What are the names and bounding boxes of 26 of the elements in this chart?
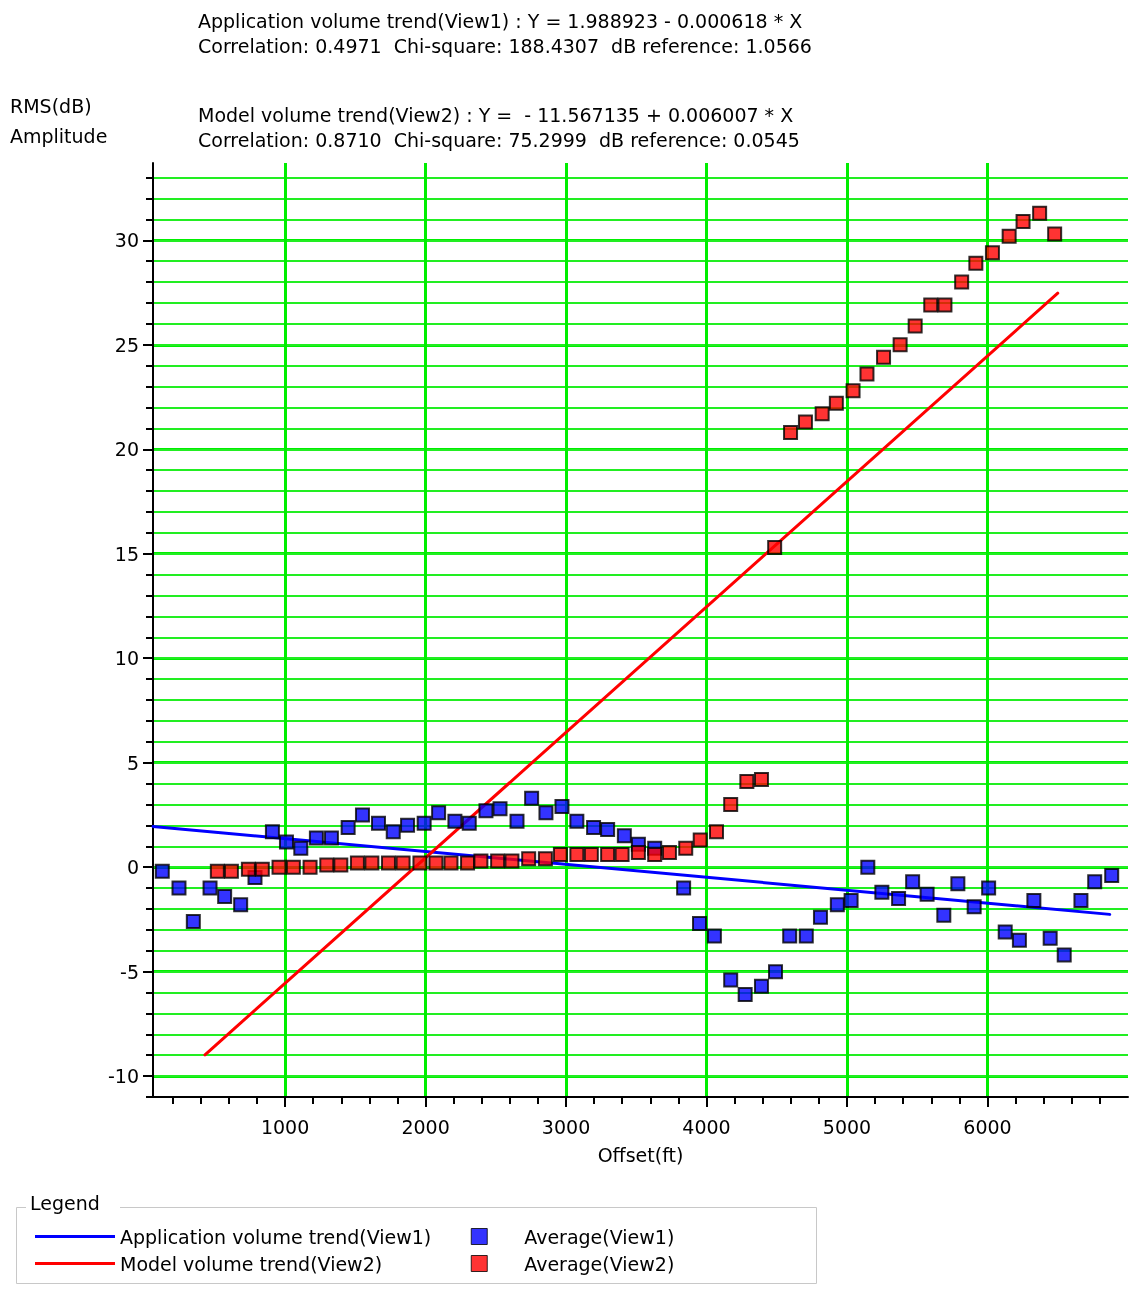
- x-tick-label: 5000: [822, 1115, 872, 1138]
- legend-label: Average(View2): [524, 1252, 675, 1275]
- x-axis-title: Offset(ft): [597, 1143, 684, 1166]
- text: Correlation: 0.8710 Chi-square: 75.2999 dB reference: 0.0545: [198, 128, 800, 151]
- legend-label: Average(View1): [524, 1225, 675, 1248]
- y-tick-label: 20: [114, 438, 139, 461]
- y-tick-label: -10: [107, 1065, 139, 1088]
- y-axis-title: RMS(dB) Amplitude: [10, 95, 108, 147]
- chart-subtitle: Correlation: 0.4971 Chi-square: 188.4307 dB reference: 1.0566: [198, 34, 812, 57]
- legend-title: Legend: [30, 1191, 100, 1214]
- y-tick-label: -5: [120, 960, 139, 983]
- x-tick-label: 4000: [682, 1115, 731, 1138]
- text: Model volume trend(View2) : Y = - 11.567135 + 0.006007 * X: [198, 103, 794, 126]
- x-tick-label: 3000: [541, 1115, 591, 1138]
- y-tick-label: 30: [114, 229, 139, 252]
- x-tick-label: 2000: [401, 1115, 450, 1138]
- x-tick-label: 6000: [963, 1115, 1012, 1138]
- x-tick-label: 1000: [260, 1115, 310, 1138]
- y-tick-label: 15: [114, 542, 139, 565]
- y-tick-label: 25: [114, 333, 139, 356]
- y-tick-label: 10: [114, 647, 139, 670]
- chart-title: Application volume trend(View1) : Y = 1.988923 - 0.000618 * X: [198, 9, 803, 32]
- y-tick-label: 5: [126, 751, 139, 774]
- legend-label: Application volume trend(View1): [120, 1225, 432, 1248]
- y-tick-label: 0: [126, 856, 139, 879]
- legend-label: Model volume trend(View2): [120, 1252, 383, 1275]
